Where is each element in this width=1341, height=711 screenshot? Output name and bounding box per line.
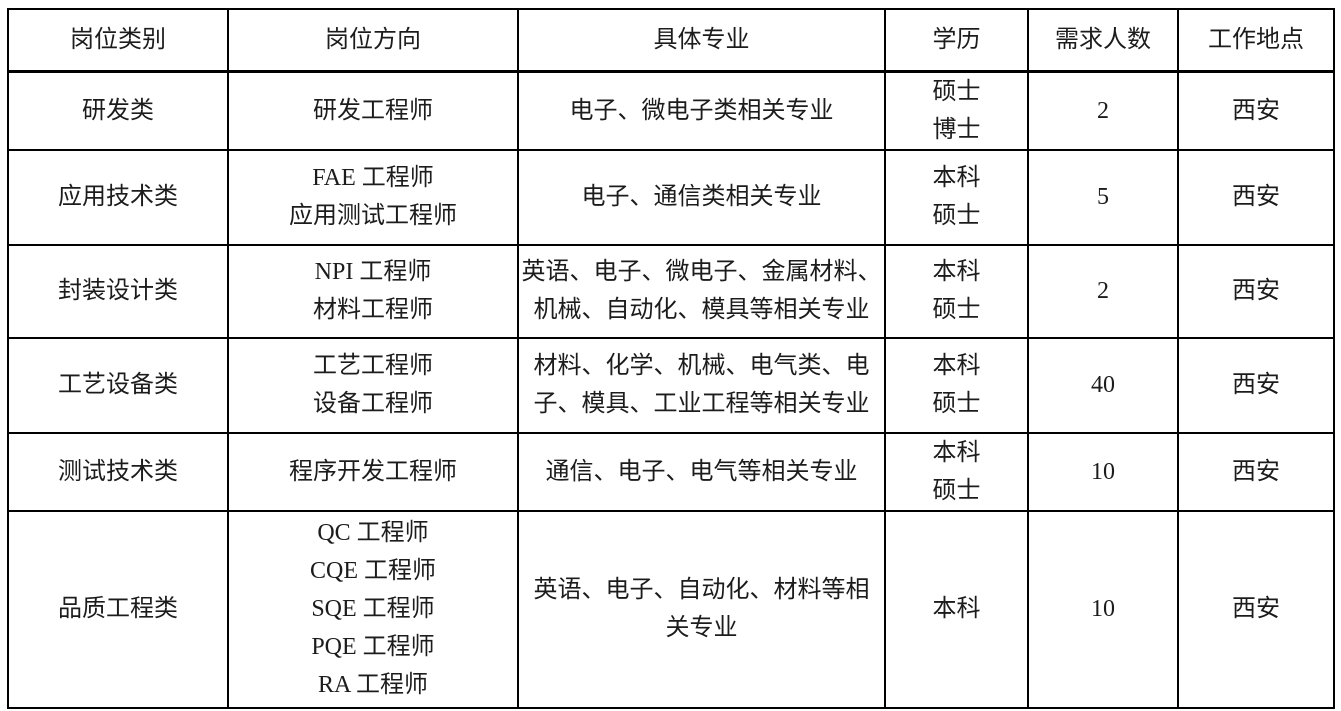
cell-category: 品质工程类 — [7, 509, 229, 709]
cell-majors: 英语、电子、自动化、材料等相 关专业 — [517, 509, 886, 709]
header-education: 学历 — [884, 8, 1029, 73]
cell-category: 应用技术类 — [7, 148, 229, 246]
cell-education: 本科 硕士 — [884, 243, 1029, 339]
cell-majors: 材料、化学、机械、电气类、电 子、模具、工业工程等相关专业 — [517, 336, 886, 434]
cell-majors: 英语、电子、微电子、金属材料、 机械、自动化、模具等相关专业 — [517, 243, 886, 339]
cell-education: 本科 硕士 — [884, 148, 1029, 246]
header-row: 岗位类别 岗位方向 具体专业 学历 需求人数 工作地点 — [7, 8, 1335, 73]
table-row: 应用技术类 FAE 工程师 应用测试工程师 电子、通信类相关专业 本科 硕士 5… — [7, 148, 1335, 246]
cell-category: 研发类 — [7, 70, 229, 151]
cell-direction: 研发工程师 — [227, 70, 519, 151]
table-row: 品质工程类 QC 工程师 CQE 工程师 SQE 工程师 PQE 工程师 RA … — [7, 509, 1335, 709]
header-category: 岗位类别 — [7, 8, 229, 73]
cell-education: 本科 — [884, 509, 1029, 709]
cell-direction: QC 工程师 CQE 工程师 SQE 工程师 PQE 工程师 RA 工程师 — [227, 509, 519, 709]
cell-direction: 工艺工程师 设备工程师 — [227, 336, 519, 434]
table-row: 封装设计类 NPI 工程师 材料工程师 英语、电子、微电子、金属材料、 机械、自… — [7, 243, 1335, 339]
cell-majors: 电子、微电子类相关专业 — [517, 70, 886, 151]
header-location: 工作地点 — [1177, 8, 1335, 73]
cell-category: 工艺设备类 — [7, 336, 229, 434]
cell-count: 2 — [1027, 243, 1179, 339]
cell-location: 西安 — [1177, 243, 1335, 339]
header-direction: 岗位方向 — [227, 8, 519, 73]
cell-education: 本科 硕士 — [884, 336, 1029, 434]
cell-location: 西安 — [1177, 148, 1335, 246]
cell-count: 5 — [1027, 148, 1179, 246]
cell-location: 西安 — [1177, 509, 1335, 709]
cell-education: 本科 硕士 — [884, 431, 1029, 512]
recruitment-table: 岗位类别 岗位方向 具体专业 学历 需求人数 工作地点 研发类 研发工程师 电子… — [7, 8, 1335, 709]
table-row: 研发类 研发工程师 电子、微电子类相关专业 硕士 博士 2 西安 — [7, 70, 1335, 151]
cell-category: 封装设计类 — [7, 243, 229, 339]
header-majors: 具体专业 — [517, 8, 886, 73]
cell-majors: 通信、电子、电气等相关专业 — [517, 431, 886, 512]
table-row: 工艺设备类 工艺工程师 设备工程师 材料、化学、机械、电气类、电 子、模具、工业… — [7, 336, 1335, 434]
cell-location: 西安 — [1177, 431, 1335, 512]
header-count: 需求人数 — [1027, 8, 1179, 73]
cell-direction: FAE 工程师 应用测试工程师 — [227, 148, 519, 246]
cell-count: 10 — [1027, 509, 1179, 709]
cell-direction: 程序开发工程师 — [227, 431, 519, 512]
cell-count: 10 — [1027, 431, 1179, 512]
table-row: 测试技术类 程序开发工程师 通信、电子、电气等相关专业 本科 硕士 10 西安 — [7, 431, 1335, 512]
cell-majors: 电子、通信类相关专业 — [517, 148, 886, 246]
cell-count: 2 — [1027, 70, 1179, 151]
cell-direction: NPI 工程师 材料工程师 — [227, 243, 519, 339]
cell-category: 测试技术类 — [7, 431, 229, 512]
cell-count: 40 — [1027, 336, 1179, 434]
cell-location: 西安 — [1177, 70, 1335, 151]
cell-location: 西安 — [1177, 336, 1335, 434]
cell-education: 硕士 博士 — [884, 70, 1029, 151]
